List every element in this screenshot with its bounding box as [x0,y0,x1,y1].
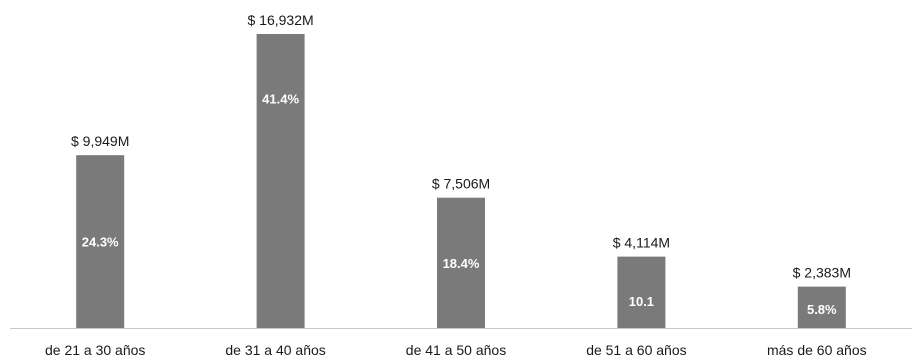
bar-share-label-1: 24.3% [82,235,119,250]
bar-value-label-3: $ 7,506M [432,176,490,192]
bar-5 [797,286,846,328]
bar-share-label-3: 18.4% [443,256,480,271]
category-label-4: de 51 a 60 años [586,342,686,358]
bar-4 [617,256,666,328]
bar-value-label-4: $ 4,114M [613,235,670,251]
bar-share-label-5: 5.8% [807,302,837,317]
category-label-3: de 41 a 50 años [406,342,506,358]
category-label-2: de 31 a 40 años [225,342,325,358]
bars [76,34,846,328]
share-labels: 24.3% 41.4% 18.4% 10.1 5.8% [82,92,837,317]
bar-value-label-1: $ 9,949M [71,133,129,149]
value-labels: $ 9,949M $ 16,932M $ 7,506M $ 4,114M $ 2,383… [71,12,851,281]
bar-2 [256,34,305,328]
bar-share-label-4: 10.1 [629,294,654,309]
bar-3 [437,197,485,328]
category-labels: de 21 a 30 años de 31 a 40 años de 41 a 50… [45,342,867,358]
bar-1 [76,155,125,328]
category-label-1: de 21 a 30 años [45,342,145,358]
category-label-5: más de 60 años [767,342,867,358]
bar-share-label-2: 41.4% [262,92,299,107]
bar-value-label-2: $ 16,932M [248,12,314,28]
bar-value-label-5: $ 2,383M [793,265,851,281]
